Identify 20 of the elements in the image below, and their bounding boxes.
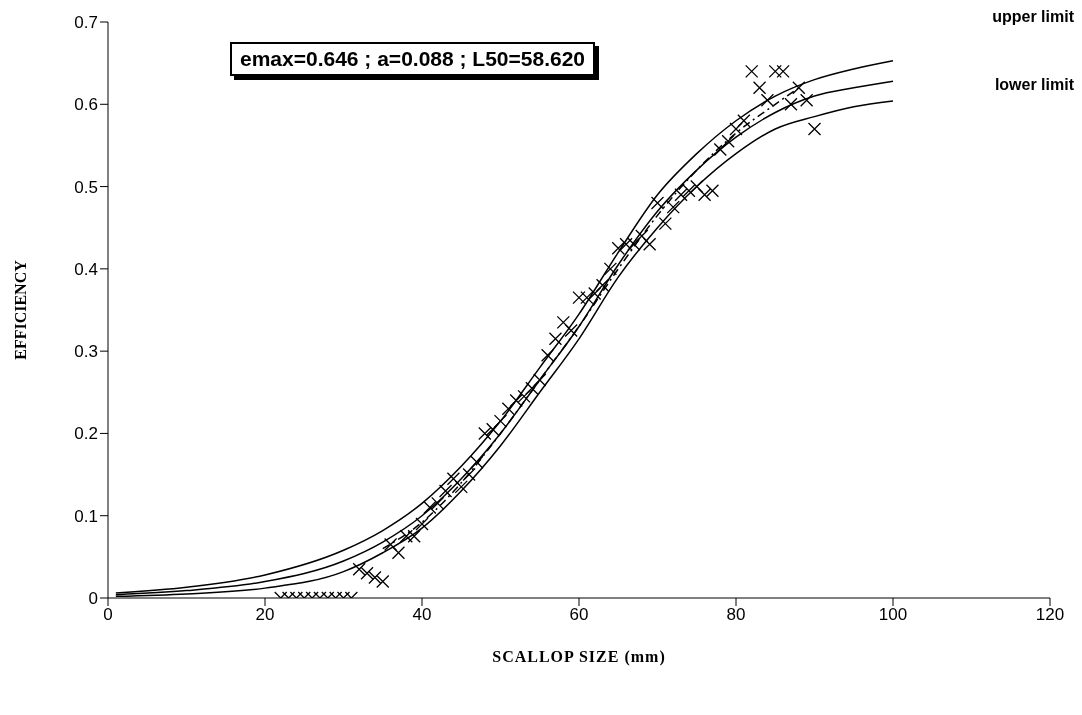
x-tick-label: 60 bbox=[569, 605, 589, 625]
y-axis-title: EFFICIENCY bbox=[11, 259, 29, 360]
x-axis-title: SCALLOP SIZE (mm) bbox=[492, 648, 666, 666]
x-tick-label: 20 bbox=[255, 605, 275, 625]
y-tick-label: 0.5 bbox=[74, 177, 98, 197]
y-tick-label: 0.7 bbox=[74, 13, 98, 33]
x-tick-label: 100 bbox=[878, 605, 908, 625]
annotation: upper limit bbox=[992, 8, 1074, 26]
x-tick-label: 80 bbox=[726, 605, 746, 625]
y-tick-label: 0.6 bbox=[74, 95, 98, 115]
x-tick-label: 40 bbox=[412, 605, 432, 625]
y-tick-label: 0.4 bbox=[74, 259, 98, 279]
y-tick-label: 0.1 bbox=[74, 506, 98, 526]
y-tick-label: 0.2 bbox=[74, 424, 98, 444]
y-tick-label: 0.3 bbox=[74, 342, 98, 362]
x-tick-label: 0 bbox=[103, 605, 113, 625]
x-tick-label: 120 bbox=[1035, 605, 1065, 625]
annotation: emax=0.646 ; a=0.088 ; L50=58.620 bbox=[230, 42, 596, 76]
annotation: lower limit bbox=[994, 76, 1074, 94]
y-tick-label: 0 bbox=[88, 589, 98, 609]
